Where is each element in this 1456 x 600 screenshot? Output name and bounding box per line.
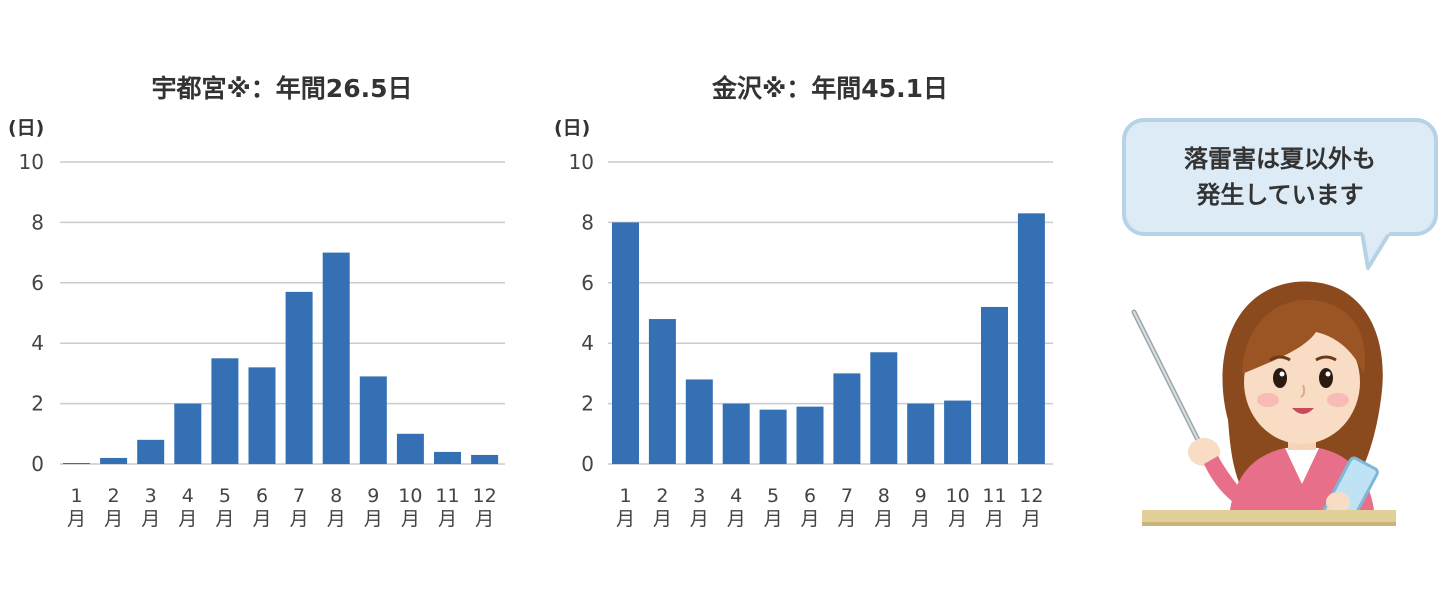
chart-2-bar [649, 319, 676, 464]
chart-2-bar [686, 379, 713, 464]
chart-1-bar [397, 434, 424, 464]
chart-1-y-tick-label: 2 [31, 392, 44, 416]
chart-1-x-tick-label: 6 [256, 485, 268, 507]
chart-2-y-tick-label: 2 [581, 392, 594, 416]
chart-1-x-tick-label: 5 [219, 485, 231, 507]
chart-1-x-tick-unit: 月 [178, 508, 197, 530]
chart-1-y-tick-label: 6 [31, 271, 44, 295]
chart-1-x-tick-label: 10 [398, 485, 422, 507]
chart-2-bar [723, 404, 750, 464]
speech-bubble: 落雷害は夏以外も 発生しています [1122, 118, 1438, 236]
chart-1-x-tick-unit: 月 [215, 508, 234, 530]
chart-1-x-tick-unit: 月 [290, 508, 309, 530]
chart-1-bar [286, 292, 313, 464]
chart-1-x-tick-unit: 月 [67, 508, 86, 530]
chart-1-bar [434, 452, 461, 464]
chart-2-x-tick-unit: 月 [948, 508, 967, 530]
chart-2-x-tick-label: 12 [1019, 485, 1043, 507]
chart-1-bar [100, 458, 127, 464]
chart-1-x-tick-label: 11 [435, 485, 459, 507]
chart-1-x-tick-unit: 月 [438, 508, 457, 530]
chart-2-bar [944, 401, 971, 464]
chart-2-y-tick-label: 0 [581, 452, 594, 476]
chart-2-x-tick-label: 2 [656, 485, 668, 507]
chart-2-x-tick-label: 1 [619, 485, 631, 507]
chart-1-y-unit-label: (日) [8, 117, 44, 139]
chart-2-y-tick-label: 8 [581, 210, 594, 234]
chart-2-x-tick-label: 3 [693, 485, 705, 507]
chart-2-x-tick-unit: 月 [764, 508, 783, 530]
chart-1-x-tick-label: 4 [182, 485, 194, 507]
speech-bubble-line-1: 落雷害は夏以外も [1184, 141, 1376, 177]
chart-2-x-tick-unit: 月 [800, 508, 819, 530]
chart-1-x-tick-unit: 月 [327, 508, 346, 530]
chart-1-y-tick-label: 8 [31, 210, 44, 234]
chart-1-x-tick-label: 9 [367, 485, 379, 507]
chart-2-x-tick-label: 11 [982, 485, 1006, 507]
chart-2-x-tick-label: 5 [767, 485, 779, 507]
chart-1-x-tick-unit: 月 [475, 508, 494, 530]
chart-2-x-tick-label: 7 [841, 485, 853, 507]
chart-2-y-unit-label: (日) [554, 117, 590, 139]
chart-2-x-tick-unit: 月 [727, 508, 746, 530]
chart-2-x-tick-unit: 月 [616, 508, 635, 530]
chart-1-title: 宇都宮※：年間26.5日 [152, 74, 413, 103]
teacher-with-pointer-icon [1120, 270, 1410, 530]
chart-1-y-tick-label: 4 [31, 331, 44, 355]
chart-2-bar [870, 352, 897, 464]
chart-1-x-tick-unit: 月 [401, 508, 420, 530]
chart-2-bar [981, 307, 1008, 464]
chart-2-x-tick-unit: 月 [690, 508, 709, 530]
chart-2-x-tick-label: 10 [946, 485, 970, 507]
chart-1-bar [137, 440, 164, 464]
chart-2-x-tick-unit: 月 [874, 508, 893, 530]
chart-1-bar [360, 376, 387, 464]
chart-2-bar [797, 407, 824, 464]
chart-1-x-tick-label: 3 [145, 485, 157, 507]
chart-2-x-tick-label: 4 [730, 485, 742, 507]
chart-2-x-tick-unit: 月 [911, 508, 930, 530]
charts-canvas: 宇都宮※：年間26.5日(日)02468101月2月3月4月5月6月7月8月9月… [0, 0, 1100, 600]
chart-2-y-tick-label: 6 [581, 271, 594, 295]
chart-2-bar [907, 404, 934, 464]
chart-2-bar [612, 222, 639, 464]
chart-2-x-tick-label: 8 [878, 485, 890, 507]
speech-bubble-tail-icon [1360, 232, 1400, 272]
chart-2-x-tick-label: 9 [915, 485, 927, 507]
chart-2-y-tick-label: 4 [581, 331, 594, 355]
chart-2-bar [1018, 213, 1045, 464]
chart-2-x-tick-unit: 月 [653, 508, 672, 530]
chart-1-x-tick-label: 2 [108, 485, 120, 507]
speech-bubble-line-2: 発生しています [1196, 177, 1363, 213]
chart-1-x-tick-label: 12 [473, 485, 497, 507]
chart-1-x-tick-label: 7 [293, 485, 305, 507]
chart-1-bar [323, 253, 350, 464]
chart-1-bar [211, 358, 238, 464]
chart-2-y-tick-label: 10 [569, 150, 594, 174]
chart-1-x-tick-unit: 月 [141, 508, 160, 530]
chart-2-x-tick-unit: 月 [1022, 508, 1041, 530]
chart-1-x-tick-unit: 月 [104, 508, 123, 530]
chart-2-bar [833, 373, 860, 464]
chart-2-x-tick-label: 6 [804, 485, 816, 507]
chart-1-x-tick-unit: 月 [364, 508, 383, 530]
chart-1-x-tick-label: 8 [330, 485, 342, 507]
chart-1-y-tick-label: 0 [31, 452, 44, 476]
chart-1-bar [174, 404, 201, 464]
chart-1-bar [63, 463, 90, 464]
chart-2-x-tick-unit: 月 [985, 508, 1004, 530]
chart-2-bar [760, 410, 787, 464]
chart-1-x-tick-unit: 月 [252, 508, 271, 530]
chart-1-x-tick-label: 1 [70, 485, 82, 507]
chart-2-title: 金沢※：年間45.1日 [711, 74, 948, 103]
chart-2-x-tick-unit: 月 [837, 508, 856, 530]
chart-1-bar [249, 367, 276, 464]
chart-1-bar [471, 455, 498, 464]
chart-1-y-tick-label: 10 [19, 150, 44, 174]
